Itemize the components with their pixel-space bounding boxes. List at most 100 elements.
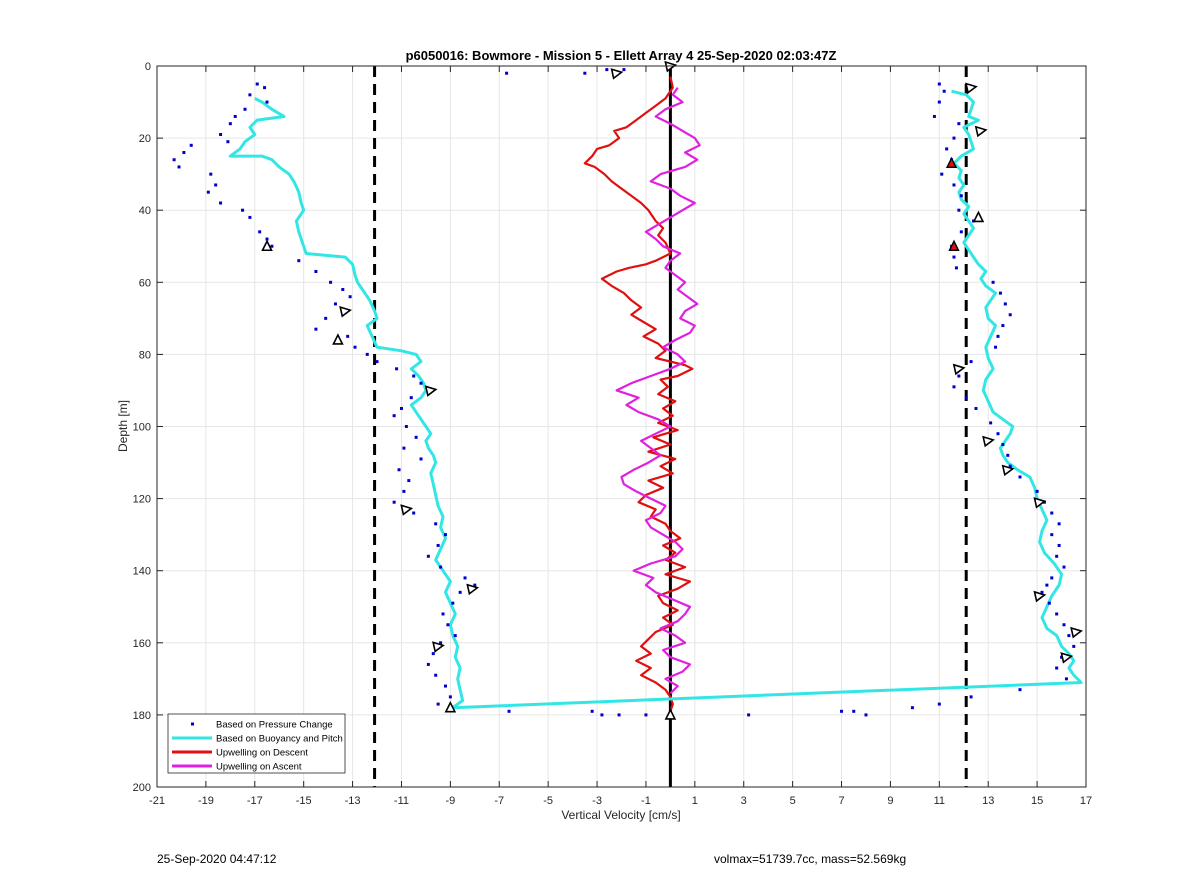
pressure-change-point (463, 576, 467, 580)
pressure-change-point (991, 280, 995, 284)
descent-marker (400, 504, 414, 516)
pressure-change-point (1003, 302, 1007, 306)
pressure-change-point (241, 208, 245, 212)
pressure-change-point (353, 345, 357, 349)
series-line-upwelling-on-descent (583, 76, 694, 712)
legend-box (167, 713, 346, 774)
pressure-change-point (957, 208, 961, 212)
descent-marker (610, 68, 624, 80)
pressure-change-point (209, 172, 213, 176)
pressure-change-point (996, 432, 1000, 436)
pressure-change-point (1001, 443, 1005, 447)
legend-swatch-point (191, 722, 194, 726)
pressure-change-point (942, 89, 946, 93)
pressure-change-point (954, 266, 958, 270)
pressure-change-point (937, 702, 941, 706)
pressure-change-point (957, 122, 961, 126)
y-axis-ticks: 0 20 40 60 80 100 120 140 160 180 200 (133, 61, 1086, 794)
pressure-change-point (172, 158, 176, 162)
pressure-change-point (600, 713, 604, 717)
pressure-change-point (226, 140, 230, 144)
pressure-change-point (219, 201, 223, 205)
pressure-change-point (1057, 543, 1061, 547)
pressure-change-point (952, 385, 956, 389)
pressure-change-point (957, 374, 961, 378)
pressure-change-point (969, 695, 973, 699)
pressure-change-point (1062, 565, 1066, 569)
pressure-change-point (1018, 688, 1022, 692)
pressure-change-point (333, 302, 337, 306)
pressure-change-point (402, 446, 406, 450)
pressure-change-point (395, 367, 399, 371)
descent-marker (1070, 626, 1083, 639)
pressure-change-point (1045, 583, 1049, 587)
pressure-change-point (1001, 324, 1005, 328)
pressure-change-point (453, 634, 457, 638)
pressure-change-point (412, 511, 416, 515)
pressure-change-point (314, 269, 318, 273)
pressure-change-point (329, 280, 333, 284)
pressure-change-point (182, 151, 186, 155)
pressure-change-point (1067, 634, 1071, 638)
pressure-change-point (952, 255, 956, 259)
x-tick-label: 15 (1031, 795, 1043, 807)
y-tick-label: 40 (139, 205, 151, 217)
x-tick-label: -7 (494, 795, 504, 807)
pressure-change-point (189, 143, 193, 147)
pressure-change-point (434, 522, 438, 526)
y-tick-label: 120 (133, 494, 151, 506)
pressure-change-point (1057, 522, 1061, 526)
x-axis-label: Vertical Velocity [cm/s] (561, 808, 680, 822)
x-tick-label: 5 (790, 795, 796, 807)
y-tick-label: 20 (139, 133, 151, 145)
pressure-change-point (864, 713, 868, 717)
pressure-change-point (507, 709, 511, 713)
pressure-change-point (451, 601, 455, 605)
pressure-change-point (341, 288, 345, 292)
x-tick-label: 7 (838, 795, 844, 807)
legend: Based on Pressure Change Based on Buoyanc… (167, 713, 346, 774)
pressure-change-point (414, 435, 418, 439)
pressure-change-point (1072, 644, 1076, 648)
descent-marker (432, 641, 445, 653)
pressure-change-point (436, 543, 440, 547)
pressure-change-point (297, 259, 301, 263)
legend-entry-label: Based on Buoyancy and Pitch (216, 734, 343, 745)
pressure-change-point (1047, 601, 1051, 605)
legend-entry-label: Upwelling on Descent (216, 748, 308, 759)
pressure-change-point (974, 406, 978, 410)
y-tick-label: 200 (133, 782, 151, 794)
x-tick-label: -13 (345, 795, 361, 807)
pressure-change-point (605, 68, 609, 72)
pressure-change-point (392, 500, 396, 504)
x-tick-label: 13 (982, 795, 994, 807)
pressure-change-point (1006, 453, 1010, 457)
pressure-change-point (932, 114, 936, 118)
pressure-change-point (910, 706, 914, 710)
ascent-marker (664, 708, 677, 720)
x-tick-label: 3 (741, 795, 747, 807)
pressure-change-point (959, 230, 963, 234)
pressure-change-point (219, 132, 223, 136)
pressure-change-point (426, 554, 430, 558)
pressure-change-point (959, 194, 963, 198)
pressure-change-point (1008, 464, 1012, 468)
pressure-change-point (233, 114, 237, 118)
pressure-change-point (964, 396, 968, 400)
footer-timestamp: 25-Sep-2020 04:47:12 (157, 852, 277, 866)
pressure-change-point (952, 136, 956, 140)
pressure-change-point (937, 82, 941, 86)
footer-volmax-mass: volmax=51739.7cc, mass=52.569kg (714, 852, 907, 866)
pressure-change-point (365, 352, 369, 356)
y-tick-label: 60 (139, 277, 151, 289)
pressure-change-point (397, 468, 401, 472)
x-tick-label: -17 (247, 795, 263, 807)
pressure-change-point (1050, 511, 1054, 515)
pressure-change-point (399, 406, 403, 410)
descent-marker (974, 125, 988, 138)
series-line-based-on-buoyancy-and-pitch (228, 89, 1083, 710)
pressure-change-point (270, 244, 274, 248)
pressure-change-point (747, 713, 751, 717)
descent-marker (1033, 590, 1047, 603)
pressure-change-point (243, 107, 247, 111)
